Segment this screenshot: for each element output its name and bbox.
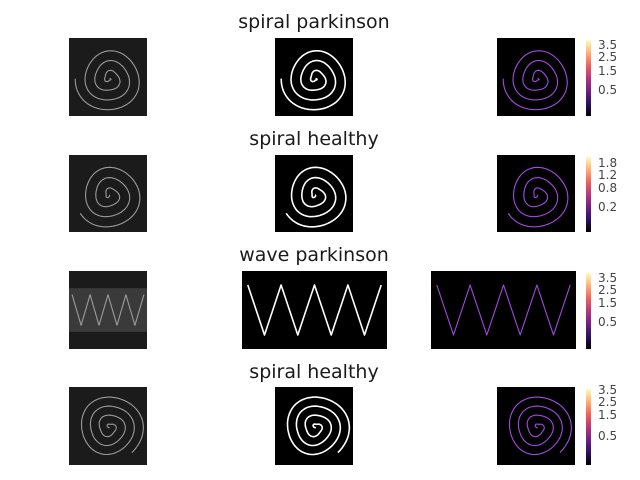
colorbar-tick-label: 0.2	[598, 200, 618, 214]
stroke-trace	[508, 396, 572, 456]
panel-background	[497, 38, 575, 116]
grayscale-image-panel	[69, 38, 147, 116]
colorbar	[586, 273, 591, 349]
panel-background	[497, 387, 575, 465]
colorbar-tick-label: 2.5	[598, 50, 618, 64]
colorbar	[586, 40, 591, 116]
panel-background	[431, 271, 576, 349]
row-title-spiral-healthy: spiral healthy	[249, 128, 379, 150]
panel-background	[275, 155, 353, 232]
stroke-trace	[71, 294, 145, 326]
colorbar-gradient	[586, 273, 591, 349]
colorbar-tick-label: 2.5	[598, 395, 618, 409]
magnitude-image-panel	[497, 387, 575, 465]
colorbar-tick-label: 3.5	[598, 383, 618, 397]
stroke-trace	[507, 166, 569, 228]
colorbar-gradient	[586, 389, 591, 465]
edge-image-panel	[242, 271, 387, 349]
colorbar-tick-label: 0.8	[598, 181, 618, 195]
stroke-trace	[286, 396, 351, 456]
stroke-trace	[80, 396, 144, 456]
grayscale-image-panel	[69, 387, 147, 465]
colorbar-tick-label: 1.5	[598, 408, 618, 422]
stroke-trace	[74, 50, 140, 111]
colorbar-gradient	[586, 40, 591, 116]
colorbar-tick-label: 1.8	[598, 156, 618, 170]
colorbar	[586, 389, 591, 465]
colorbar-tick-label: 1.2	[598, 168, 618, 182]
colorbar-tick-label: 2.5	[598, 283, 618, 297]
panel-background	[69, 38, 147, 116]
panel-background	[497, 155, 575, 232]
edge-image-panel	[275, 387, 353, 465]
stroke-trace	[79, 166, 141, 228]
panel-background	[69, 155, 147, 232]
grayscale-image-panel	[69, 271, 147, 349]
magnitude-image-panel	[497, 155, 575, 232]
edge-image-panel	[275, 38, 353, 116]
panel-background	[275, 38, 353, 116]
row-title-spiral-parkinson: spiral parkinson	[238, 11, 390, 33]
stroke-trace	[285, 166, 347, 228]
colorbar-tick-label: 1.5	[598, 64, 618, 78]
magnitude-image-panel	[497, 38, 575, 116]
stroke-trace	[247, 284, 382, 336]
colorbar-tick-label: 0.5	[598, 315, 618, 329]
colorbar-tick-label: 0.5	[598, 429, 618, 443]
row-title-wave-parkinson: wave parkinson	[239, 244, 389, 266]
colorbar-tick-label: 0.5	[598, 83, 618, 97]
grayscale-image-panel	[69, 155, 147, 232]
colorbar-tick-label: 1.5	[598, 296, 618, 310]
stroke-trace	[436, 284, 571, 336]
colorbar	[586, 157, 591, 232]
colorbar-tick-label: 3.5	[598, 271, 618, 285]
panel-background	[242, 271, 387, 349]
panel-background	[69, 387, 147, 465]
colorbar-tick-label: 3.5	[598, 38, 618, 52]
magnitude-image-panel	[431, 271, 576, 349]
stroke-trace	[280, 50, 346, 111]
stroke-trace	[502, 50, 568, 111]
row-title-spiral-healthy-2: spiral healthy	[249, 361, 379, 383]
edge-image-panel	[275, 155, 353, 232]
colorbar-gradient	[586, 157, 591, 232]
